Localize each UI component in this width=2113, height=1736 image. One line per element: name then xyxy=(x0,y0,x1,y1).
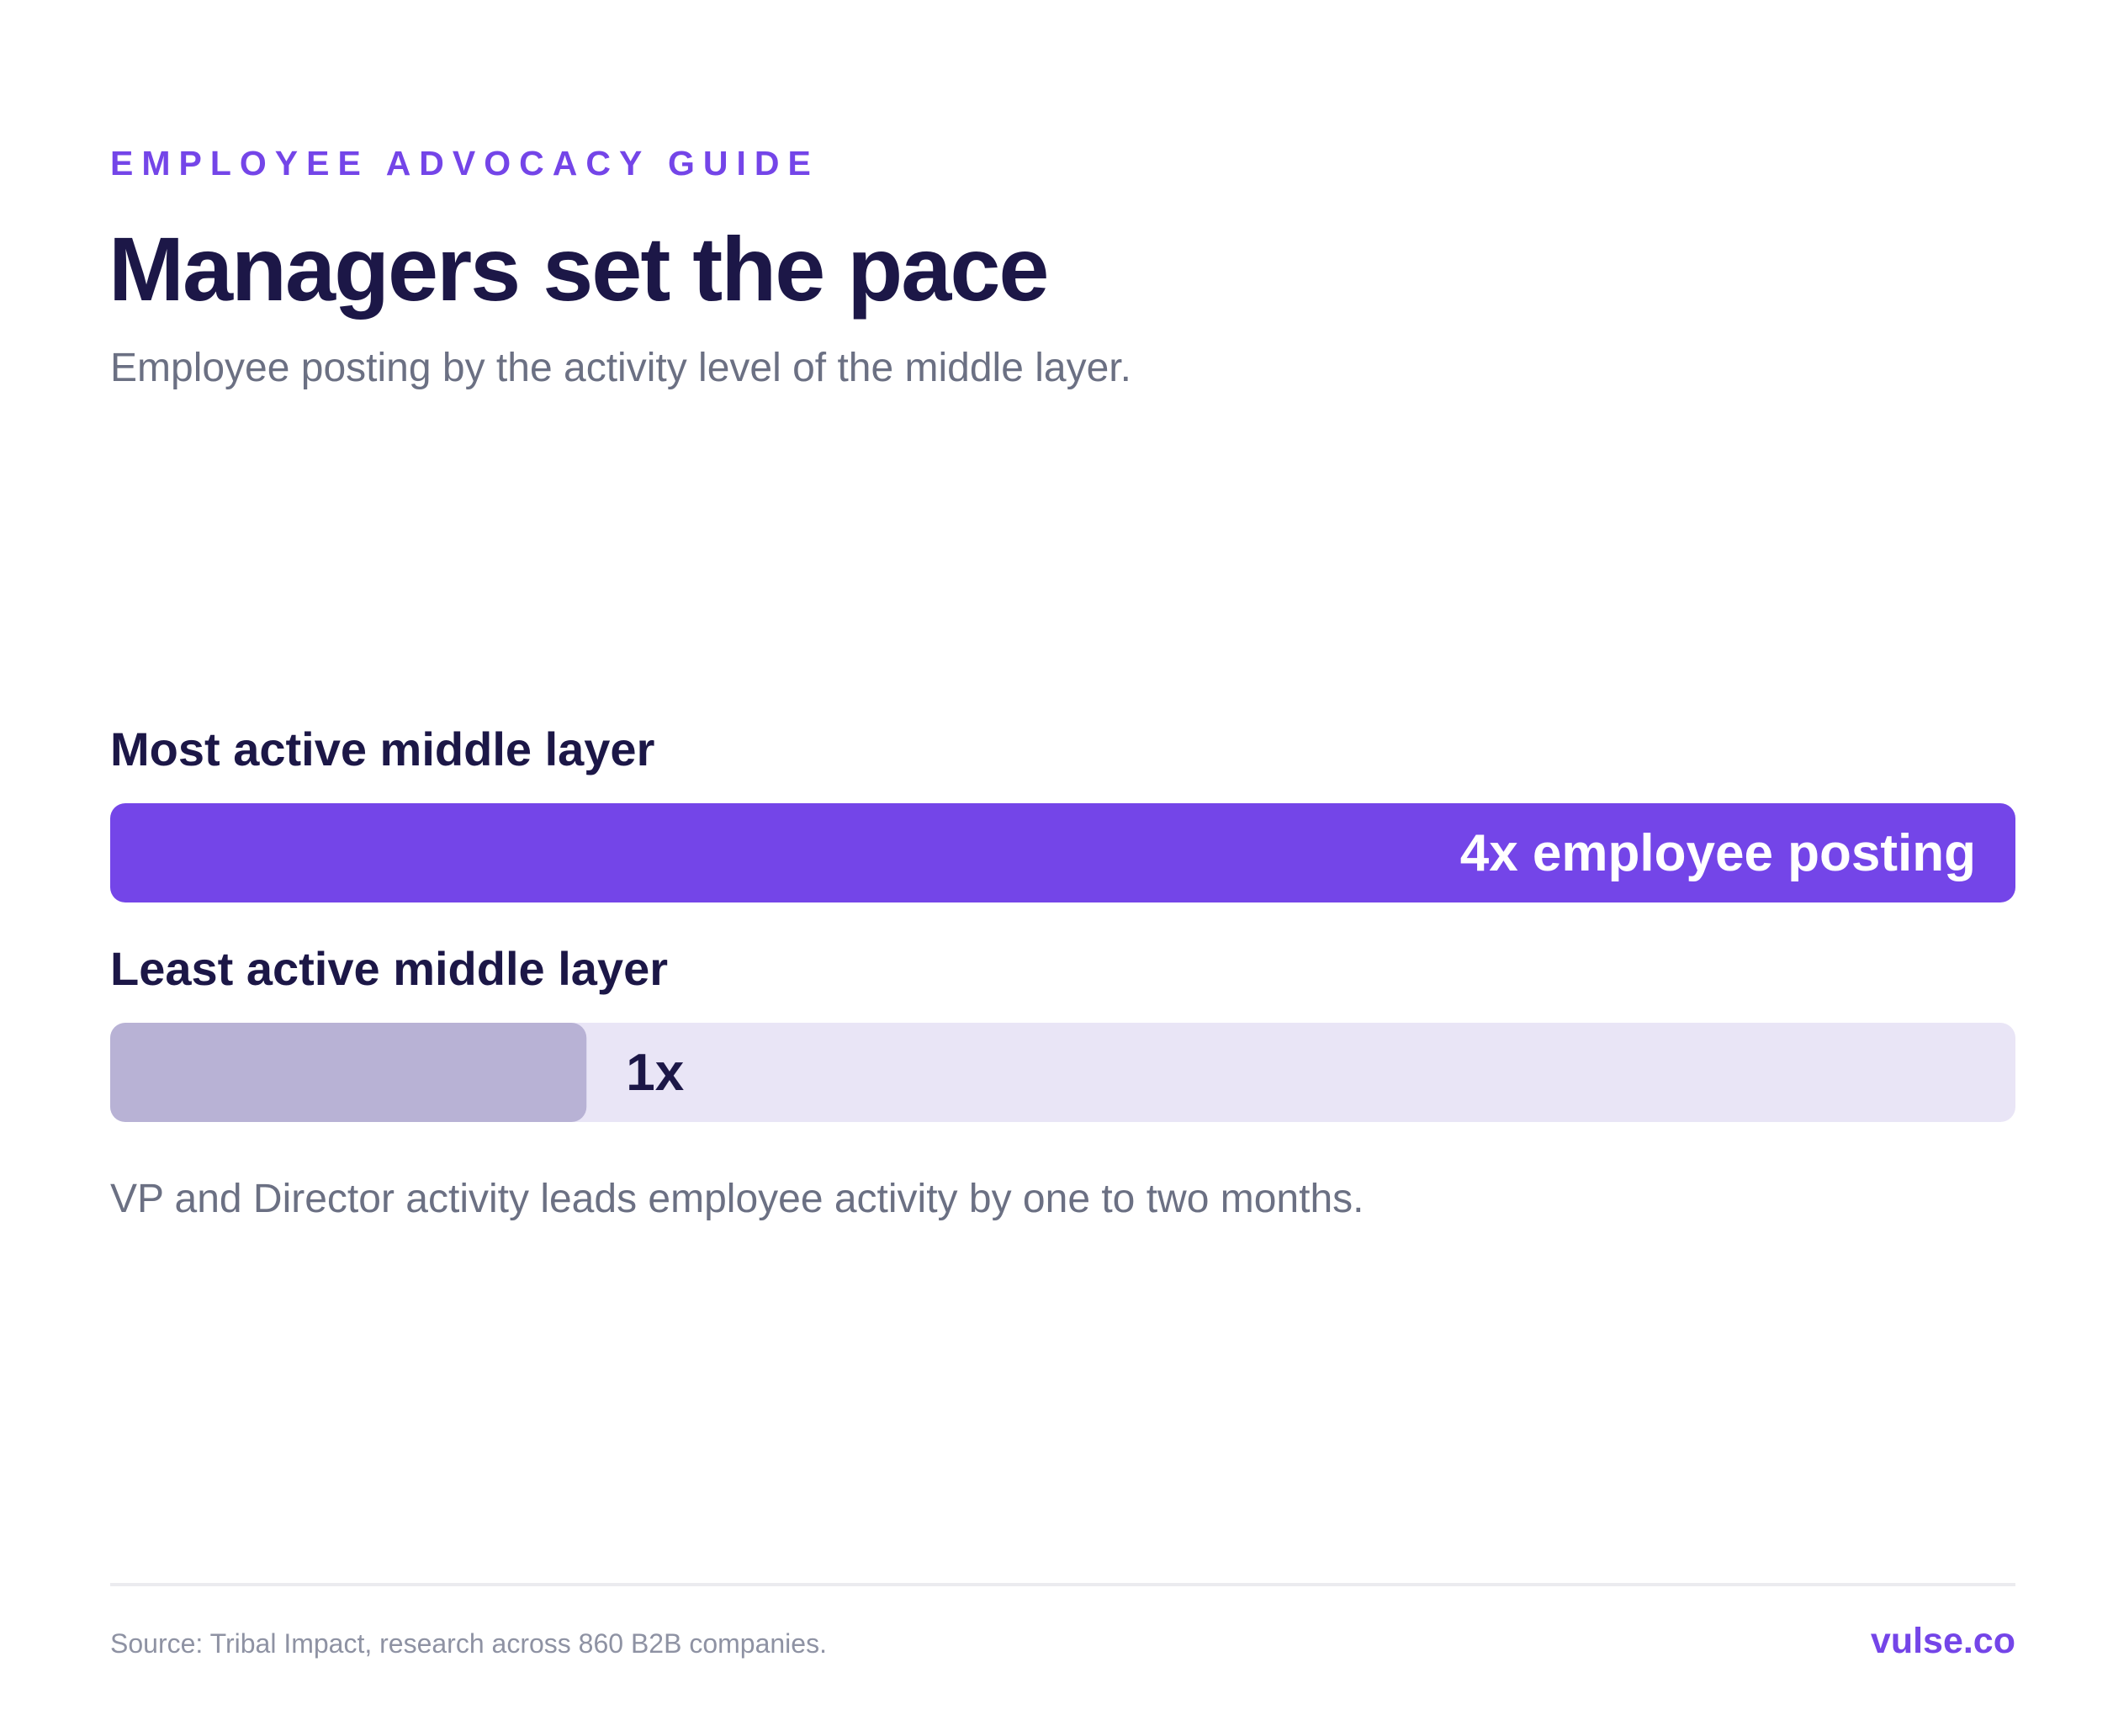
brand-link[interactable]: vulse.co xyxy=(1870,1621,2015,1661)
value-label-0: 4x employee posting xyxy=(1460,824,1976,882)
bar-0 xyxy=(110,803,2015,902)
category-label-1: Least active middle layer xyxy=(110,942,668,995)
bar-1 xyxy=(110,1023,587,1122)
source-note: Source: Tribal Impact, research across 8… xyxy=(110,1628,827,1659)
footer-divider xyxy=(110,1583,2015,1586)
value-label-1: 1x xyxy=(626,1044,684,1102)
page-subtitle: Employee posting by the activity level o… xyxy=(110,346,1131,390)
chart-note: VP and Director activity leads employee … xyxy=(110,1177,1364,1221)
category-label-0: Most active middle layer xyxy=(110,722,654,775)
eyebrow-label: EMPLOYEE ADVOCACY GUIDE xyxy=(110,144,819,183)
bar-chart: Most active middle layer 4x employee post… xyxy=(110,722,2015,1122)
page-title: Managers set the pace xyxy=(109,218,1049,320)
